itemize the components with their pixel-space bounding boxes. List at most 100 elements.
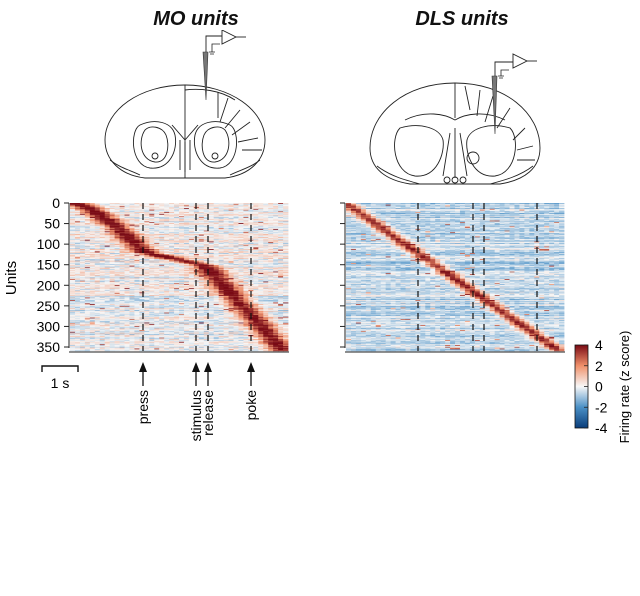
heatmap-cell bbox=[283, 255, 289, 257]
heatmap-cell bbox=[154, 222, 160, 224]
heatmap-cell bbox=[203, 238, 210, 240]
heatmap-cell bbox=[89, 221, 96, 223]
heatmap-cell bbox=[134, 264, 140, 266]
heatmap-cell bbox=[104, 261, 111, 263]
heatmap-cell bbox=[198, 213, 205, 215]
heatmap-cell bbox=[203, 215, 210, 217]
heatmap-cell bbox=[198, 206, 205, 208]
heatmap-cell bbox=[139, 252, 145, 254]
heatmap-cell bbox=[283, 208, 289, 210]
heatmap-cell bbox=[208, 256, 215, 258]
heatmap-cell bbox=[74, 218, 81, 220]
heatmap-cell bbox=[253, 259, 259, 261]
heatmap-cell bbox=[89, 208, 96, 210]
heatmap-cell bbox=[164, 218, 170, 220]
heatmap-cell bbox=[149, 250, 155, 252]
heatmap-cell bbox=[70, 239, 76, 241]
heatmap-cell bbox=[129, 213, 135, 215]
heatmap-cell bbox=[154, 219, 160, 221]
heatmap-cell bbox=[94, 252, 101, 254]
heatmap-cell bbox=[258, 253, 264, 255]
heatmap-cell bbox=[179, 215, 185, 217]
heatmap-cell bbox=[203, 230, 210, 232]
heatmap-cell bbox=[129, 226, 135, 228]
heatmap-cell bbox=[183, 258, 190, 260]
heatmap-cell bbox=[213, 237, 220, 239]
heatmap-cell bbox=[253, 263, 259, 265]
heatmap-cell bbox=[174, 230, 180, 232]
heatmap-cell bbox=[79, 210, 86, 212]
heatmap-cell bbox=[79, 253, 86, 255]
heatmap-cell bbox=[169, 212, 175, 214]
heatmap-cell bbox=[144, 204, 150, 206]
heatmap-cell bbox=[233, 212, 239, 214]
heatmap-cell bbox=[258, 258, 264, 260]
heatmap-cell bbox=[94, 203, 101, 205]
heatmap-cell bbox=[70, 265, 76, 267]
heatmap-cell bbox=[79, 220, 86, 222]
heatmap-cell bbox=[198, 228, 205, 230]
heatmap-cell bbox=[243, 261, 249, 263]
heatmap-cell bbox=[193, 257, 200, 259]
heatmap-cell bbox=[99, 259, 106, 261]
heatmap-cell bbox=[268, 232, 274, 234]
heatmap-cell bbox=[114, 235, 120, 237]
heatmap-cell bbox=[253, 225, 259, 227]
heatmap-cell bbox=[258, 231, 264, 233]
heatmap-cell bbox=[273, 251, 279, 253]
heatmap-cell bbox=[94, 243, 101, 245]
heatmap-cell bbox=[203, 241, 210, 243]
heatmap-cell bbox=[169, 260, 175, 262]
heatmap-cell bbox=[238, 256, 244, 258]
heatmap-cell bbox=[268, 214, 274, 216]
heatmap-cell bbox=[228, 225, 234, 227]
heatmap-cell bbox=[198, 236, 205, 238]
heatmap-cell bbox=[84, 226, 91, 228]
heatmap-cell bbox=[129, 204, 135, 206]
heatmap-cell bbox=[124, 260, 130, 262]
heatmap-cell bbox=[104, 214, 111, 216]
heatmap-cell bbox=[164, 221, 170, 223]
heatmap-cell bbox=[258, 216, 264, 218]
heatmap-cell bbox=[94, 255, 101, 257]
heatmap-cell bbox=[159, 208, 165, 210]
heatmap-cell bbox=[203, 259, 210, 261]
heatmap-cell bbox=[74, 223, 81, 225]
heatmap-cell bbox=[283, 233, 289, 235]
heatmap-cell bbox=[149, 235, 155, 237]
heatmap-cell bbox=[109, 234, 115, 236]
heatmap-cell bbox=[188, 213, 195, 215]
heatmap-cell bbox=[223, 259, 229, 261]
heatmap-cell bbox=[139, 207, 145, 209]
heatmap-cell bbox=[129, 221, 135, 223]
heatmap-cell bbox=[193, 244, 200, 246]
heatmap-cell bbox=[183, 233, 190, 235]
heatmap-cell bbox=[144, 218, 150, 220]
heatmap-cell bbox=[203, 225, 210, 227]
heatmap-cell bbox=[74, 238, 81, 240]
heatmap-cell bbox=[169, 244, 175, 246]
heatmap-cell bbox=[154, 204, 160, 206]
heatmap-cell bbox=[79, 245, 86, 247]
heatmap-cell bbox=[99, 203, 106, 205]
heatmap-cell bbox=[129, 253, 135, 255]
heatmap-cell bbox=[263, 260, 269, 262]
heatmap-cell bbox=[273, 260, 279, 262]
heatmap-cell bbox=[198, 233, 205, 235]
heatmap-cell bbox=[258, 247, 264, 249]
heatmap-cell bbox=[129, 239, 135, 241]
heatmap-cell bbox=[228, 264, 234, 266]
heatmap-cell bbox=[208, 238, 215, 240]
heatmap-cell bbox=[179, 251, 185, 253]
heatmap-cell bbox=[223, 249, 229, 251]
heatmap-cell bbox=[89, 203, 96, 205]
heatmap-cell bbox=[223, 221, 229, 223]
heatmap-cell bbox=[139, 233, 145, 235]
heatmap-cell bbox=[223, 218, 229, 220]
heatmap-cell bbox=[283, 252, 289, 254]
heatmap-cell bbox=[139, 230, 145, 232]
heatmap-cell bbox=[258, 218, 264, 220]
heatmap-cell bbox=[228, 254, 234, 256]
heatmap-cell bbox=[228, 247, 234, 249]
heatmap-cell bbox=[109, 218, 115, 220]
